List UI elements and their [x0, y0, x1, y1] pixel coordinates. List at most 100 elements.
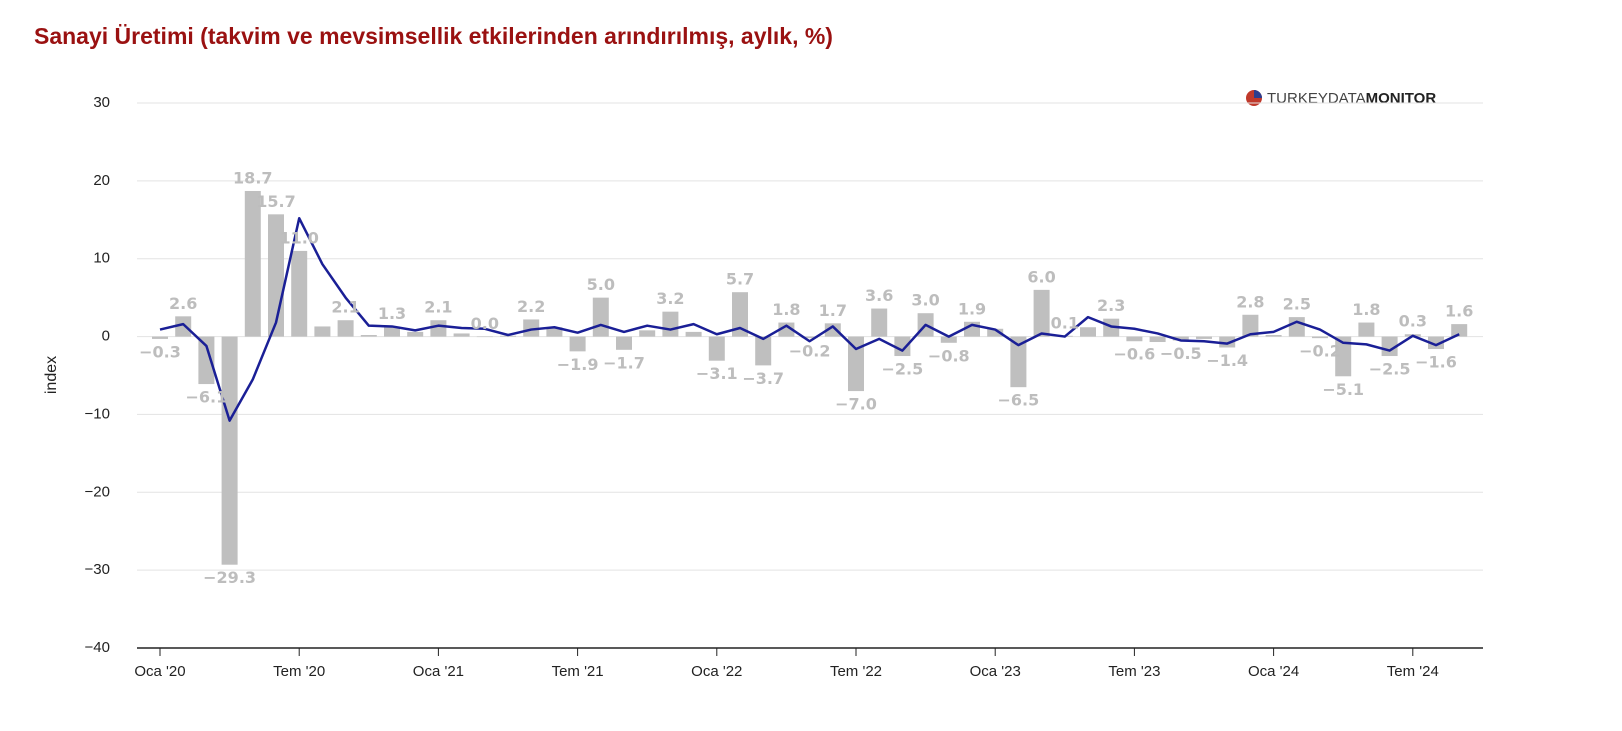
- data-label: 0.0: [471, 314, 499, 333]
- data-label: −1.7: [603, 353, 645, 372]
- bar: [662, 311, 679, 337]
- data-label: −5.1: [1322, 380, 1364, 399]
- data-label: −0.3: [139, 342, 181, 361]
- data-label: −0.6: [1114, 345, 1156, 364]
- bar: [801, 336, 818, 339]
- bar: [848, 336, 864, 392]
- y-tick-label: 10: [93, 250, 110, 267]
- bar: [1288, 317, 1305, 337]
- y-tick-label: 20: [93, 172, 110, 189]
- bar: [314, 326, 331, 337]
- y-tick-label: −20: [85, 483, 110, 500]
- data-label: −1.9: [557, 355, 599, 374]
- bar: [639, 330, 656, 337]
- data-label: −0.5: [1160, 344, 1202, 363]
- bar: [1451, 324, 1468, 337]
- bar: [476, 336, 493, 338]
- data-label: 2.3: [1097, 296, 1125, 315]
- bar: [407, 331, 424, 337]
- bar: [523, 319, 540, 337]
- data-label: 1.6: [1445, 302, 1473, 321]
- bar: [291, 250, 308, 337]
- bar: [778, 322, 795, 337]
- bar: [221, 336, 238, 565]
- bar: [569, 336, 586, 352]
- logo-icon-part: [1254, 90, 1262, 98]
- bar: [384, 326, 400, 337]
- data-label: 2.5: [1283, 295, 1311, 314]
- data-label: −29.3: [203, 568, 256, 587]
- data-label: 2.1: [331, 298, 359, 317]
- data-label: −0.2: [1299, 342, 1341, 361]
- bar: [1358, 322, 1375, 337]
- bar: [152, 336, 168, 339]
- x-tick-label: Tem '24: [1387, 663, 1439, 680]
- bar: [1126, 336, 1143, 342]
- data-label: 1.8: [1352, 300, 1380, 319]
- bar: [430, 320, 447, 337]
- data-label: −0.2: [789, 342, 831, 361]
- bar: [987, 328, 1004, 337]
- y-tick-label: 0: [102, 328, 110, 345]
- data-label: 0.1: [1051, 313, 1079, 332]
- bar: [1149, 336, 1166, 343]
- data-label: 5.7: [726, 270, 754, 289]
- x-tick-label: Oca '20: [134, 663, 185, 680]
- data-label: 3.2: [656, 289, 684, 308]
- data-label: −2.5: [1369, 360, 1411, 379]
- bar: [198, 336, 215, 385]
- data-label: 15.7: [256, 192, 295, 211]
- bar: [546, 327, 563, 337]
- bar: [1033, 289, 1050, 337]
- bar: [1242, 314, 1259, 337]
- data-label: 1.8: [772, 300, 800, 319]
- logo-part: TURKEYDATA: [1267, 90, 1366, 107]
- bar: [1312, 336, 1328, 339]
- line: [159, 216, 1460, 422]
- bar: [755, 336, 772, 366]
- data-label: 2.6: [169, 294, 197, 313]
- y-tick-label: −10: [85, 405, 110, 422]
- bar: [360, 335, 377, 337]
- bar: [1219, 336, 1236, 348]
- bar: [1265, 335, 1282, 337]
- bar: [708, 336, 725, 361]
- data-label: −0.8: [928, 346, 970, 365]
- data-label: 18.7: [233, 168, 272, 187]
- data-label: 11.0: [279, 228, 318, 247]
- data-label: 1.3: [378, 304, 406, 323]
- data-label: 2.1: [424, 298, 452, 317]
- bar: [871, 308, 888, 337]
- data-label: −7.0: [835, 395, 877, 414]
- logo-text: TURKEYDATAMONITOR: [1267, 90, 1436, 107]
- bar: [453, 333, 470, 337]
- data-label: −2.5: [882, 360, 924, 379]
- bar: [1010, 336, 1027, 388]
- bar: [1428, 336, 1444, 350]
- x-tick-label: Oca '23: [970, 663, 1021, 680]
- y-axis-label: index: [43, 356, 60, 394]
- bar: [175, 316, 192, 337]
- data-label: 6.0: [1027, 267, 1055, 286]
- y-tick-label: 30: [93, 94, 110, 111]
- bar: [685, 331, 702, 337]
- bar: [1080, 327, 1096, 337]
- x-tick-label: Tem '21: [552, 663, 604, 680]
- logo: TURKEYDATAMONITOR: [1246, 90, 1436, 107]
- data-label: −1.6: [1415, 353, 1457, 372]
- y-tick-label: −40: [85, 639, 110, 656]
- bar: [244, 190, 261, 337]
- data-label: 1.7: [819, 301, 847, 320]
- logo-part: MONITOR: [1366, 90, 1437, 107]
- data-label: −3.7: [742, 369, 784, 388]
- bar: [337, 320, 354, 337]
- x-tick-label: Tem '23: [1108, 663, 1160, 680]
- data-label: −1.4: [1206, 351, 1248, 370]
- data-label: 3.6: [865, 286, 893, 305]
- chart-title: Sanayi Üretimi (takvim ve mevsimsellik e…: [34, 23, 833, 49]
- bar: [1381, 336, 1398, 357]
- data-label: 2.2: [517, 297, 545, 316]
- data-label: −3.1: [696, 364, 738, 383]
- data-label: 2.8: [1236, 292, 1264, 311]
